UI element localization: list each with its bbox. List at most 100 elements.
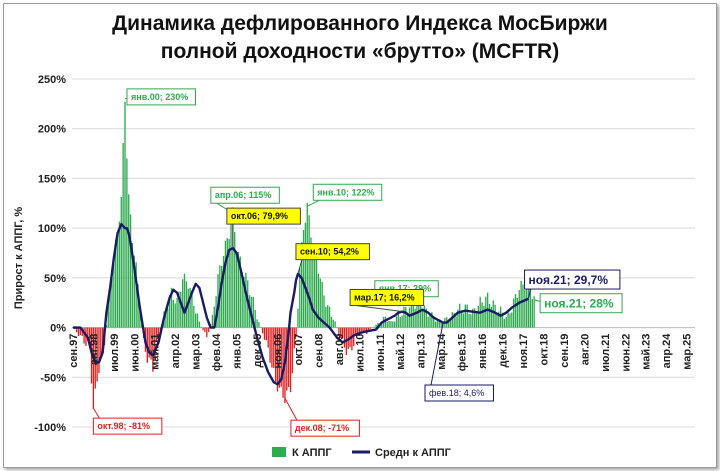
bar bbox=[492, 300, 494, 328]
y-axis-tick-labels: 250% 200% 150% 100% 50% 0% -50% -100% bbox=[34, 74, 66, 434]
annotation-label: сен.10; 54,2% bbox=[300, 247, 359, 257]
bar bbox=[481, 302, 483, 328]
annotation-label: окт.98; -81% bbox=[97, 421, 150, 431]
bar bbox=[384, 316, 387, 328]
bar bbox=[338, 327, 340, 334]
bar-series bbox=[72, 101, 535, 409]
bar bbox=[137, 284, 139, 328]
bar bbox=[507, 310, 509, 328]
bar bbox=[98, 327, 100, 374]
bar bbox=[129, 214, 132, 328]
annotation-label: ноя.21; 28% bbox=[544, 297, 614, 311]
bar bbox=[167, 308, 169, 328]
bar bbox=[388, 320, 390, 328]
annotation-leader bbox=[430, 322, 444, 386]
legend-swatch-bars bbox=[272, 447, 286, 457]
bar bbox=[301, 242, 303, 328]
bar bbox=[235, 253, 238, 328]
bar bbox=[360, 327, 362, 334]
bar bbox=[195, 313, 197, 328]
bar bbox=[299, 267, 301, 328]
bar bbox=[172, 299, 175, 328]
x-tick-label: янв.16 bbox=[477, 334, 489, 369]
bar bbox=[276, 327, 279, 392]
bar bbox=[321, 281, 323, 328]
bar bbox=[226, 238, 228, 328]
bar bbox=[377, 323, 379, 328]
annotation-leader bbox=[356, 304, 403, 312]
bar bbox=[111, 278, 113, 328]
bar bbox=[79, 327, 82, 336]
x-tick-label: ноя.06 bbox=[272, 334, 284, 369]
bar bbox=[174, 303, 176, 328]
bar bbox=[87, 327, 89, 341]
bar bbox=[420, 305, 422, 328]
x-tick-label: мар.25 bbox=[682, 334, 694, 370]
bar bbox=[280, 327, 282, 387]
bar bbox=[351, 327, 353, 351]
grid-lines bbox=[72, 78, 695, 428]
bar bbox=[77, 327, 80, 337]
bar bbox=[100, 327, 102, 357]
bar bbox=[375, 324, 377, 328]
bar bbox=[287, 327, 290, 387]
bar bbox=[196, 313, 199, 328]
bar bbox=[356, 327, 359, 335]
bar bbox=[399, 317, 401, 328]
bar bbox=[367, 327, 370, 331]
y-tick-label: 250% bbox=[38, 74, 66, 86]
bar bbox=[239, 256, 241, 328]
annotations: янв.00; 230% апр.06; 115% янв.10; 122% янв.… bbox=[92, 88, 623, 437]
bar bbox=[317, 273, 320, 328]
bar bbox=[425, 308, 427, 328]
bar bbox=[364, 327, 366, 333]
bar bbox=[211, 314, 214, 328]
annotation-box bbox=[92, 417, 163, 435]
bar bbox=[511, 312, 513, 328]
bar bbox=[431, 312, 433, 328]
bar bbox=[436, 320, 439, 328]
bar bbox=[92, 327, 95, 409]
bar bbox=[362, 327, 364, 332]
bar bbox=[323, 295, 325, 328]
x-tick-label: окт.18 bbox=[538, 334, 550, 366]
bar bbox=[468, 313, 470, 328]
bar bbox=[102, 327, 104, 346]
bar bbox=[302, 229, 305, 328]
x-tick-label: дек.16 bbox=[498, 334, 510, 368]
bar bbox=[390, 321, 392, 328]
bar bbox=[263, 327, 266, 340]
bar bbox=[107, 301, 109, 328]
bar bbox=[496, 314, 498, 328]
bar bbox=[72, 327, 74, 329]
bar bbox=[131, 243, 134, 328]
bar bbox=[155, 327, 158, 343]
bar bbox=[520, 280, 522, 328]
bar bbox=[509, 313, 511, 328]
bar bbox=[258, 322, 260, 328]
bar bbox=[529, 289, 532, 328]
bar bbox=[393, 321, 396, 328]
bar bbox=[306, 203, 308, 328]
x-tick-label: май.01 bbox=[150, 334, 162, 370]
bar bbox=[466, 304, 468, 328]
bar bbox=[202, 327, 204, 331]
bar bbox=[124, 101, 126, 328]
x-tick-label: июл.99 bbox=[109, 334, 121, 372]
annotation-label: янв.10; 122% bbox=[317, 187, 374, 197]
x-tick-label: апр.02 bbox=[170, 334, 182, 369]
bar bbox=[116, 232, 119, 328]
annotation-label: апр.06; 115% bbox=[215, 190, 271, 200]
bar bbox=[464, 304, 466, 328]
bar bbox=[373, 326, 375, 328]
bar bbox=[397, 313, 400, 328]
bar bbox=[455, 316, 457, 328]
bar bbox=[501, 312, 504, 328]
bar bbox=[354, 327, 357, 336]
bar bbox=[265, 327, 268, 341]
bar bbox=[325, 306, 327, 328]
annotation-box bbox=[295, 243, 370, 261]
chart-title: Динамика дефлированного Индекса МосБиржи… bbox=[0, 10, 720, 66]
bar bbox=[105, 324, 108, 328]
